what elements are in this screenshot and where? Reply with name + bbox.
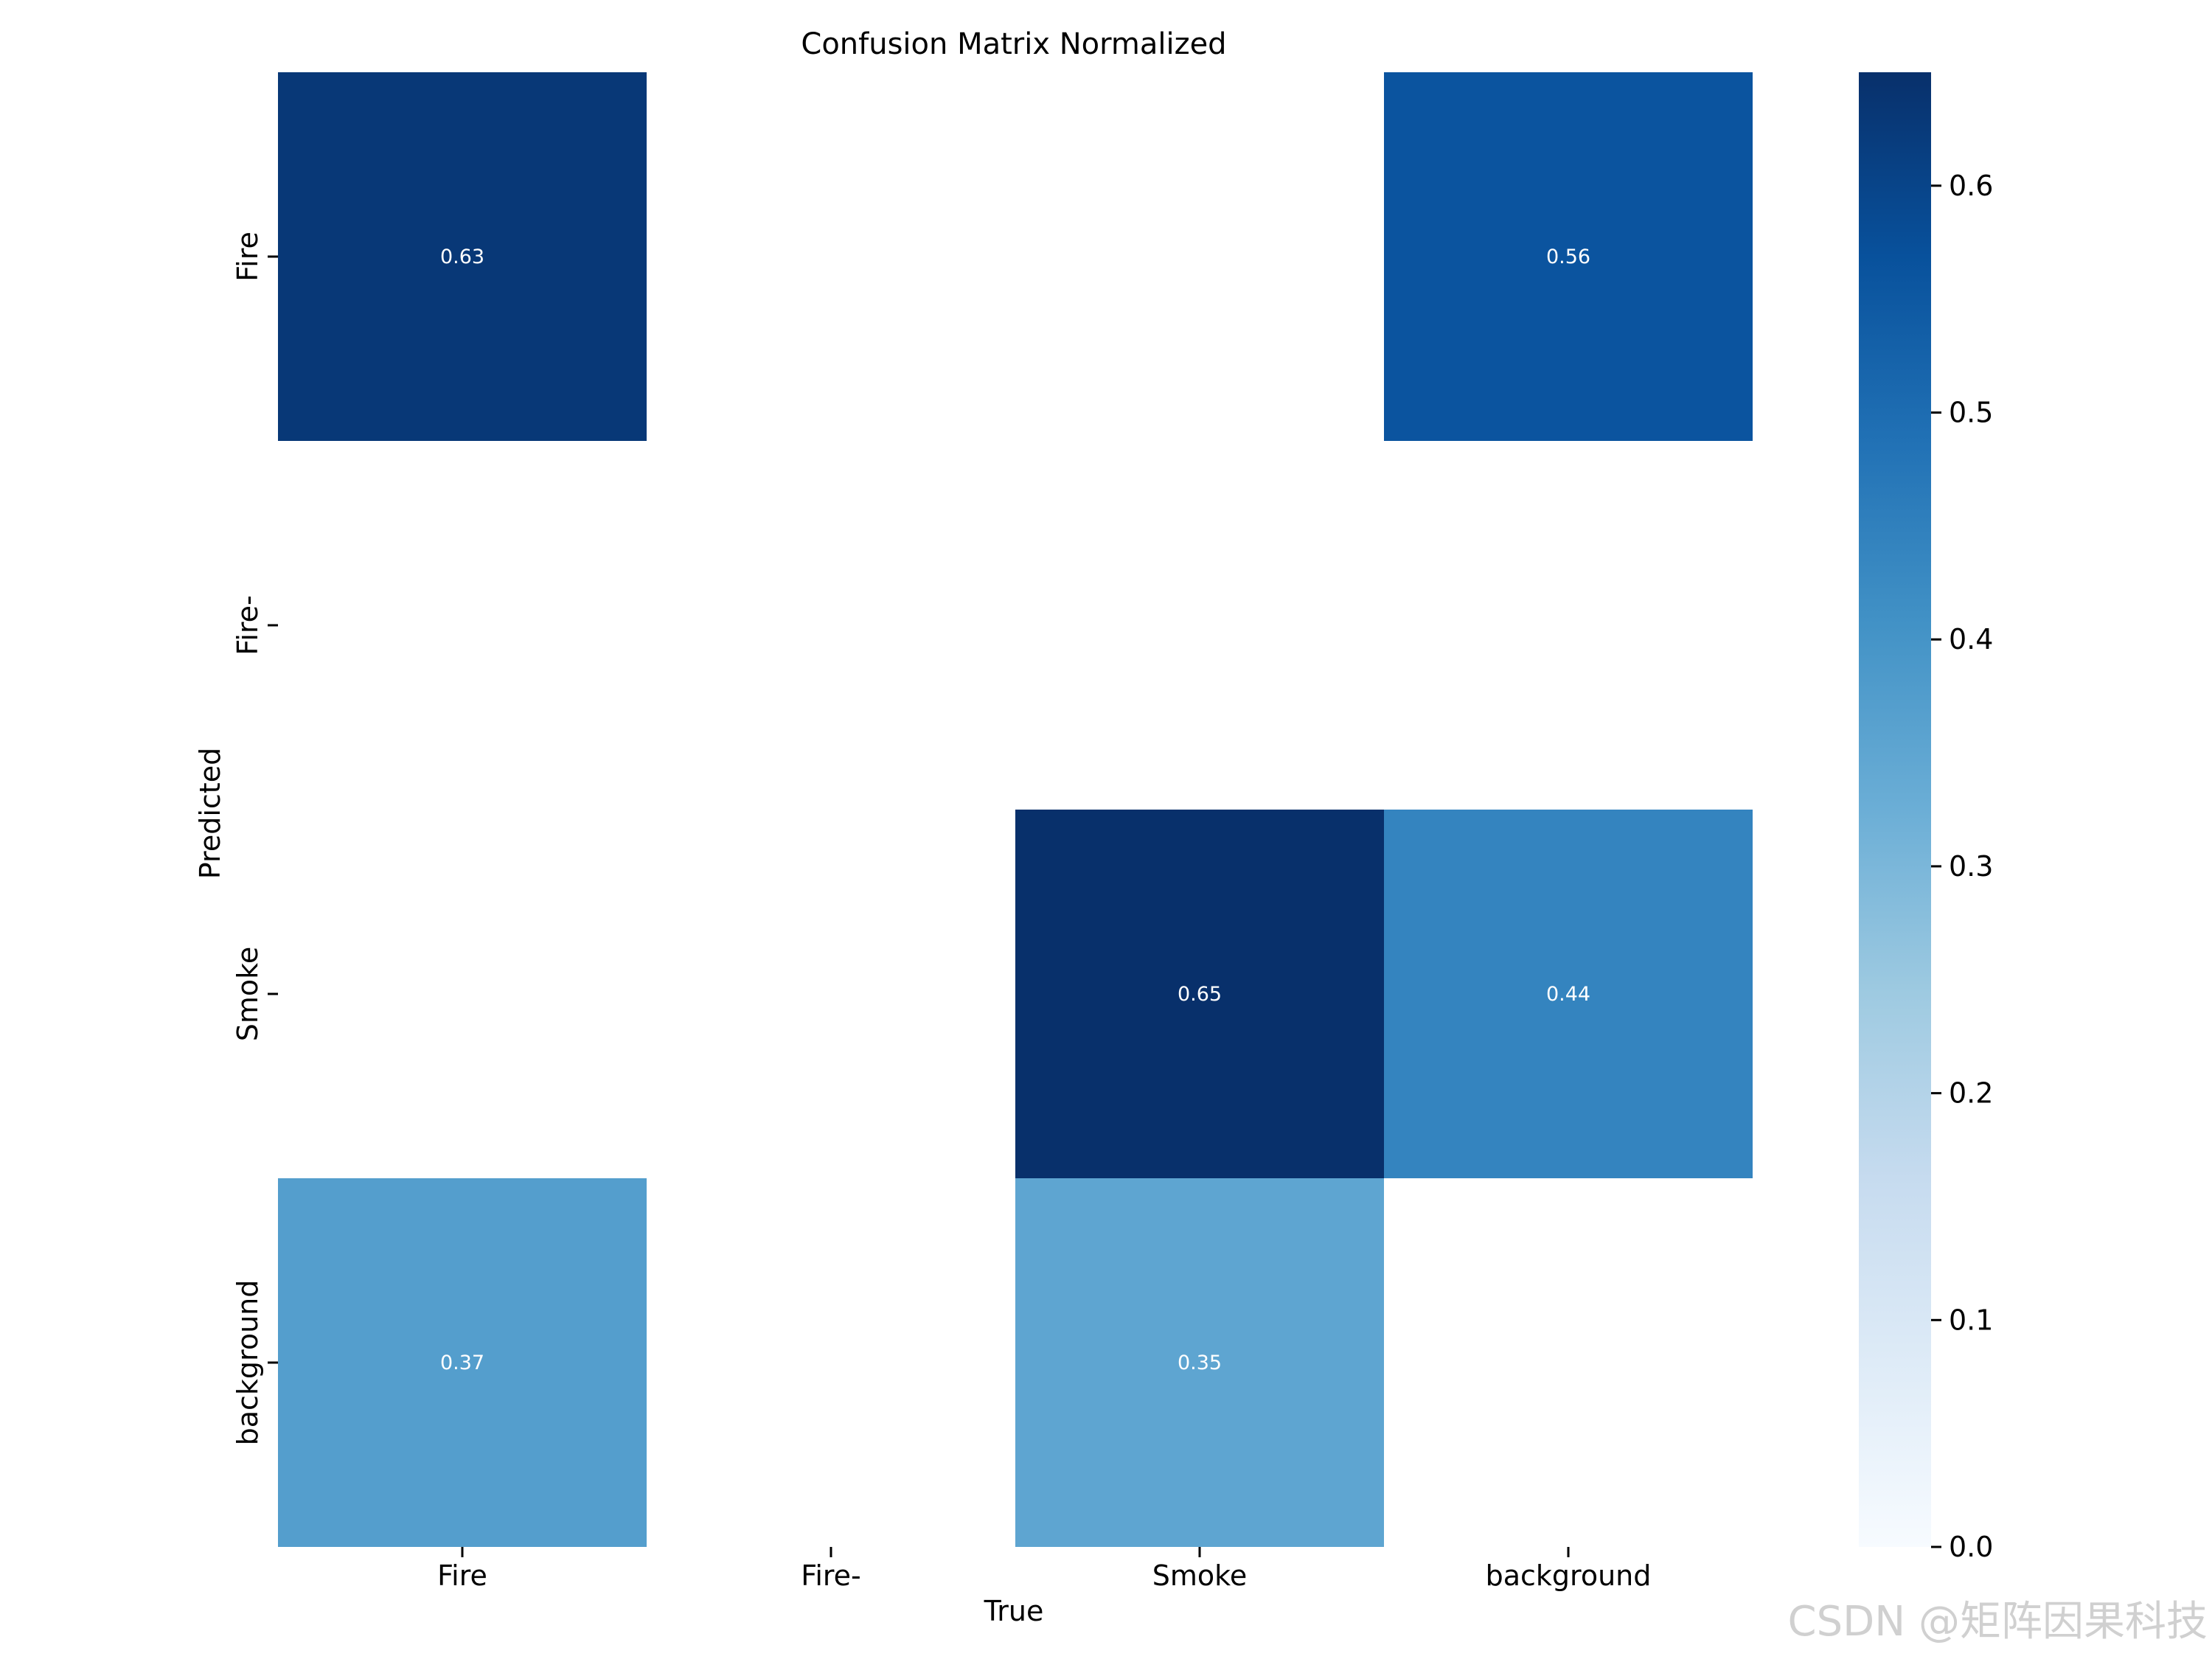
heatmap-cell-Smoke-background xyxy=(1384,810,1753,1178)
y-axis: Fire Fire- Smoke background xyxy=(232,232,278,1445)
colorbar-tick-label: 0.5 xyxy=(1949,397,1993,429)
heatmap-cell-Fire-background xyxy=(1384,72,1753,441)
x-tick-label: background xyxy=(1486,1559,1652,1592)
x-tick-label: Smoke xyxy=(1152,1559,1247,1592)
cell-value-label: 0.35 xyxy=(1178,1352,1222,1374)
heatmap-cell-background-Fire xyxy=(278,1178,647,1547)
cell-value-label: 0.56 xyxy=(1546,246,1590,268)
heatmap-cell-labels: 0.63 0.56 0.65 0.44 0.37 0.35 xyxy=(440,246,1590,1374)
heatmap-cells xyxy=(278,72,1753,1547)
colorbar-ticks: 0.0 0.1 0.2 0.3 0.4 0.5 0.6 xyxy=(1931,170,1993,1563)
heatmap-cell-Smoke-Smoke xyxy=(1015,810,1384,1178)
colorbar-tick-label: 0.2 xyxy=(1949,1077,1993,1110)
colorbar-tick-label: 0.1 xyxy=(1949,1304,1993,1336)
x-axis: Fire Fire- Smoke background xyxy=(437,1547,1651,1592)
y-tick-label: background xyxy=(232,1280,264,1446)
colorbar-tick-label: 0.6 xyxy=(1949,170,1993,202)
chart-title: Confusion Matrix Normalized xyxy=(801,27,1226,61)
heatmap-cell-Fire-Fire xyxy=(278,72,647,441)
cell-value-label: 0.63 xyxy=(440,246,484,268)
watermark-text: CSDN @矩阵因果科技 xyxy=(1788,1598,2208,1646)
colorbar: 0.0 0.1 0.2 0.3 0.4 0.5 0.6 xyxy=(1859,72,1993,1563)
colorbar-gradient xyxy=(1859,72,1931,1547)
y-axis-label: Predicted xyxy=(194,748,226,879)
y-tick-label: Fire- xyxy=(232,595,264,655)
y-tick-label: Smoke xyxy=(232,947,264,1041)
heatmap-cell-background-Smoke xyxy=(1015,1178,1384,1547)
colorbar-tick-label: 0.0 xyxy=(1949,1531,1993,1563)
colorbar-tick-label: 0.4 xyxy=(1949,623,1993,655)
cell-value-label: 0.65 xyxy=(1178,983,1222,1006)
y-tick-label: Fire xyxy=(232,232,264,282)
x-axis-label: True xyxy=(984,1595,1044,1627)
cell-value-label: 0.37 xyxy=(440,1352,484,1374)
colorbar-tick-label: 0.3 xyxy=(1949,850,1993,883)
x-tick-label: Fire- xyxy=(801,1559,861,1592)
x-tick-label: Fire xyxy=(437,1559,487,1592)
cell-value-label: 0.44 xyxy=(1546,983,1590,1006)
